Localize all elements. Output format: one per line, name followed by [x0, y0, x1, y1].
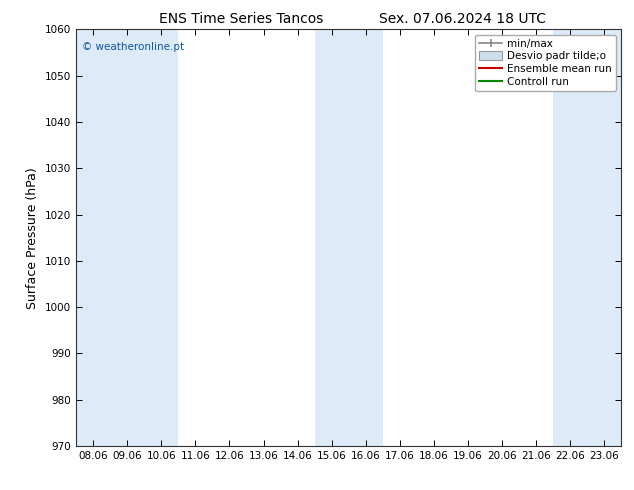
Legend: min/max, Desvio padr tilde;o, Ensemble mean run, Controll run: min/max, Desvio padr tilde;o, Ensemble m…	[475, 35, 616, 91]
Bar	[553, 29, 621, 446]
Y-axis label: Surface Pressure (hPa): Surface Pressure (hPa)	[27, 167, 39, 309]
Bar	[76, 29, 178, 446]
Text: © weatheronline.pt: © weatheronline.pt	[82, 42, 184, 52]
Bar	[314, 29, 383, 446]
Text: ENS Time Series Tancos: ENS Time Series Tancos	[158, 12, 323, 26]
Text: Sex. 07.06.2024 18 UTC: Sex. 07.06.2024 18 UTC	[379, 12, 547, 26]
